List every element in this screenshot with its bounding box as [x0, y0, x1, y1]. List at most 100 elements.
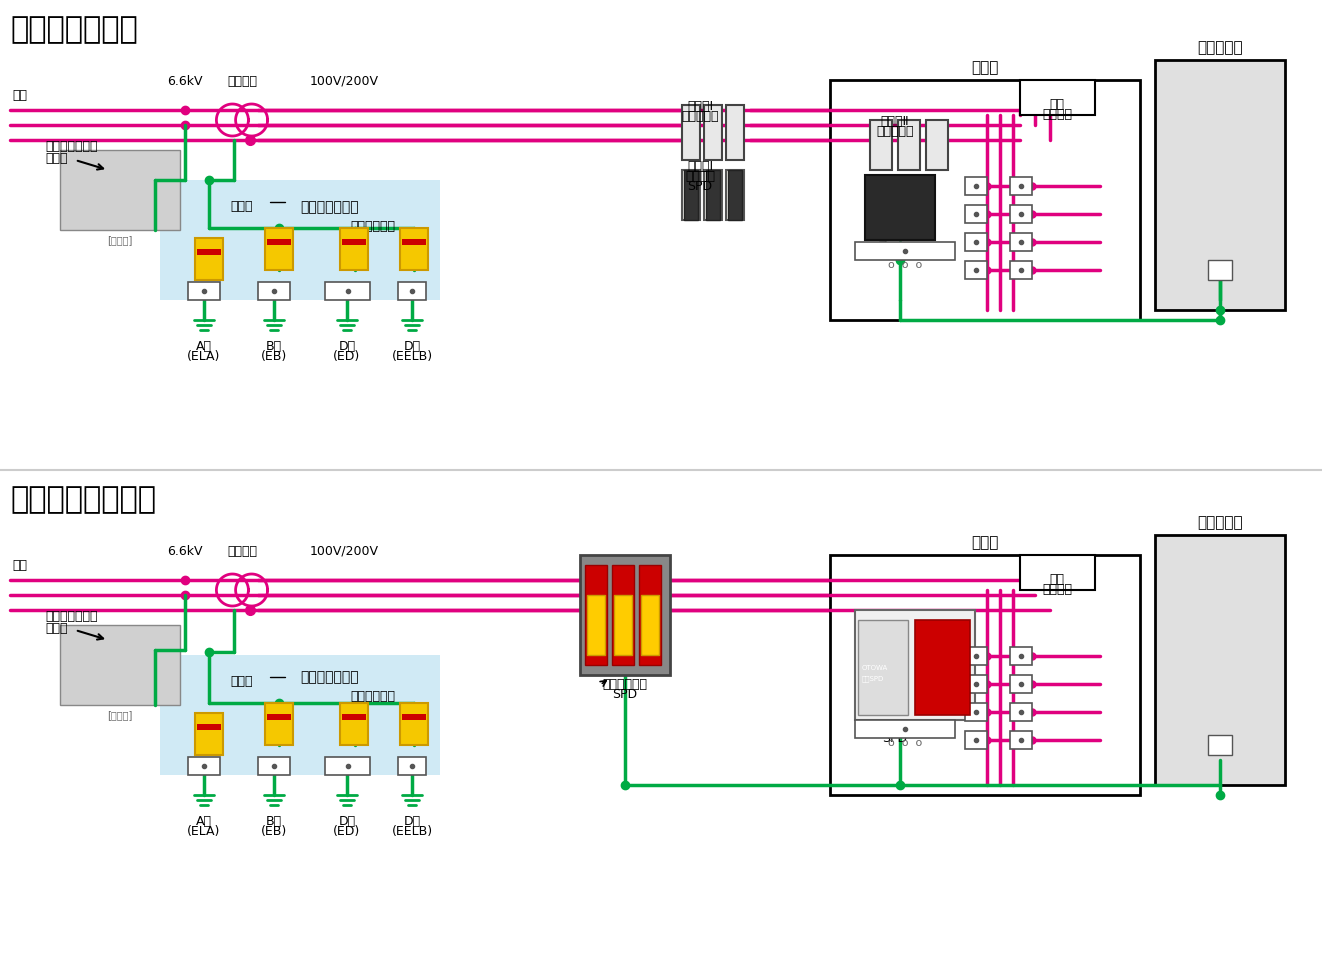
- FancyBboxPatch shape: [398, 757, 426, 775]
- Text: 6.6kV: 6.6kV: [168, 75, 202, 88]
- FancyBboxPatch shape: [340, 703, 368, 745]
- FancyBboxPatch shape: [188, 757, 219, 775]
- FancyBboxPatch shape: [258, 282, 290, 300]
- FancyBboxPatch shape: [342, 238, 366, 245]
- FancyBboxPatch shape: [965, 731, 988, 749]
- Text: キュービクル用: キュービクル用: [45, 140, 98, 153]
- Text: [避雷器]: [避雷器]: [107, 710, 132, 720]
- FancyBboxPatch shape: [898, 120, 920, 170]
- FancyBboxPatch shape: [683, 170, 698, 220]
- FancyBboxPatch shape: [1010, 675, 1032, 693]
- FancyBboxPatch shape: [340, 228, 368, 270]
- Text: 協約寸法: 協約寸法: [880, 242, 907, 252]
- Text: (EB): (EB): [260, 350, 287, 363]
- Text: 主幹: 主幹: [1050, 98, 1064, 111]
- FancyBboxPatch shape: [965, 205, 988, 223]
- Text: 構造体: 構造体: [230, 675, 253, 688]
- Text: 外部分離器: 外部分離器: [681, 110, 719, 123]
- FancyBboxPatch shape: [705, 105, 722, 160]
- Text: 免雷分離器: 免雷分離器: [876, 722, 914, 735]
- FancyBboxPatch shape: [965, 261, 988, 279]
- FancyBboxPatch shape: [925, 120, 948, 170]
- FancyBboxPatch shape: [1155, 535, 1285, 785]
- FancyBboxPatch shape: [705, 170, 722, 220]
- Text: キュービクル用: キュービクル用: [45, 610, 98, 623]
- Text: 外部分離器使用: 外部分離器使用: [11, 15, 137, 44]
- FancyBboxPatch shape: [682, 170, 701, 220]
- FancyBboxPatch shape: [830, 80, 1140, 320]
- Text: 直撃雷用: 直撃雷用: [685, 170, 715, 183]
- Text: (ELA): (ELA): [188, 350, 221, 363]
- FancyBboxPatch shape: [1010, 261, 1032, 279]
- FancyBboxPatch shape: [855, 242, 954, 260]
- Text: 構造体: 構造体: [230, 200, 253, 213]
- Text: (ED): (ED): [333, 825, 361, 838]
- Text: (EELB): (EELB): [391, 825, 432, 838]
- FancyBboxPatch shape: [197, 249, 221, 254]
- Text: トランス: トランス: [227, 545, 256, 558]
- Text: 免雷SPD: 免雷SPD: [862, 675, 884, 682]
- Text: アースカプラ: アースカプラ: [350, 690, 395, 703]
- FancyBboxPatch shape: [402, 238, 426, 245]
- FancyBboxPatch shape: [1155, 60, 1285, 310]
- FancyBboxPatch shape: [1010, 177, 1032, 195]
- FancyBboxPatch shape: [587, 595, 605, 655]
- FancyBboxPatch shape: [965, 177, 988, 195]
- FancyBboxPatch shape: [401, 703, 428, 745]
- FancyBboxPatch shape: [258, 757, 290, 775]
- FancyBboxPatch shape: [726, 105, 744, 160]
- Text: D種: D種: [403, 815, 420, 828]
- Text: 免雷ブレーカ: 免雷ブレーカ: [603, 678, 648, 691]
- FancyBboxPatch shape: [586, 565, 607, 665]
- FancyBboxPatch shape: [160, 655, 440, 775]
- Text: 電源: 電源: [12, 89, 26, 102]
- FancyBboxPatch shape: [59, 150, 180, 230]
- FancyBboxPatch shape: [267, 713, 291, 720]
- Text: (EB): (EB): [260, 825, 287, 838]
- Text: (ELA): (ELA): [188, 825, 221, 838]
- Text: 集中接地端子盤: 集中接地端子盤: [300, 200, 360, 214]
- FancyBboxPatch shape: [965, 647, 988, 665]
- FancyBboxPatch shape: [1208, 260, 1232, 280]
- FancyBboxPatch shape: [965, 233, 988, 251]
- FancyBboxPatch shape: [580, 555, 670, 675]
- FancyBboxPatch shape: [398, 282, 426, 300]
- FancyBboxPatch shape: [402, 713, 426, 720]
- Text: 避雷器: 避雷器: [45, 622, 67, 635]
- FancyBboxPatch shape: [1010, 205, 1032, 223]
- FancyBboxPatch shape: [613, 595, 632, 655]
- FancyBboxPatch shape: [267, 238, 291, 245]
- FancyBboxPatch shape: [870, 120, 892, 170]
- Text: 被保護機器: 被保護機器: [1198, 40, 1243, 55]
- Text: B種: B種: [266, 815, 282, 828]
- FancyBboxPatch shape: [1010, 647, 1032, 665]
- Text: アースカプラ: アースカプラ: [350, 220, 395, 233]
- FancyBboxPatch shape: [1010, 703, 1032, 721]
- Text: SPD: SPD: [883, 732, 908, 745]
- Text: クラスI: クラスI: [687, 100, 713, 113]
- Text: OTOWA: OTOWA: [862, 665, 888, 671]
- Text: 分離器一体型使用: 分離器一体型使用: [11, 485, 156, 514]
- Text: 外部分離器: 外部分離器: [876, 125, 914, 138]
- FancyBboxPatch shape: [855, 610, 976, 720]
- Text: (EELB): (EELB): [391, 350, 432, 363]
- FancyBboxPatch shape: [197, 724, 221, 730]
- Text: 分電盤: 分電盤: [972, 60, 998, 75]
- Text: o  o  o: o o o: [888, 260, 923, 270]
- FancyBboxPatch shape: [855, 720, 954, 738]
- FancyBboxPatch shape: [726, 170, 744, 220]
- FancyBboxPatch shape: [325, 757, 370, 775]
- FancyBboxPatch shape: [342, 713, 366, 720]
- Text: D種: D種: [403, 340, 420, 353]
- Text: トランス: トランス: [227, 75, 256, 88]
- FancyBboxPatch shape: [59, 625, 180, 705]
- FancyBboxPatch shape: [612, 565, 635, 665]
- FancyBboxPatch shape: [830, 555, 1140, 795]
- Text: 100V/200V: 100V/200V: [309, 545, 379, 558]
- FancyBboxPatch shape: [196, 713, 223, 755]
- FancyBboxPatch shape: [639, 565, 661, 665]
- FancyBboxPatch shape: [188, 282, 219, 300]
- FancyBboxPatch shape: [1010, 731, 1032, 749]
- Text: 集中接地端子盤: 集中接地端子盤: [300, 670, 360, 684]
- Text: ブレーカ: ブレーカ: [1042, 108, 1072, 121]
